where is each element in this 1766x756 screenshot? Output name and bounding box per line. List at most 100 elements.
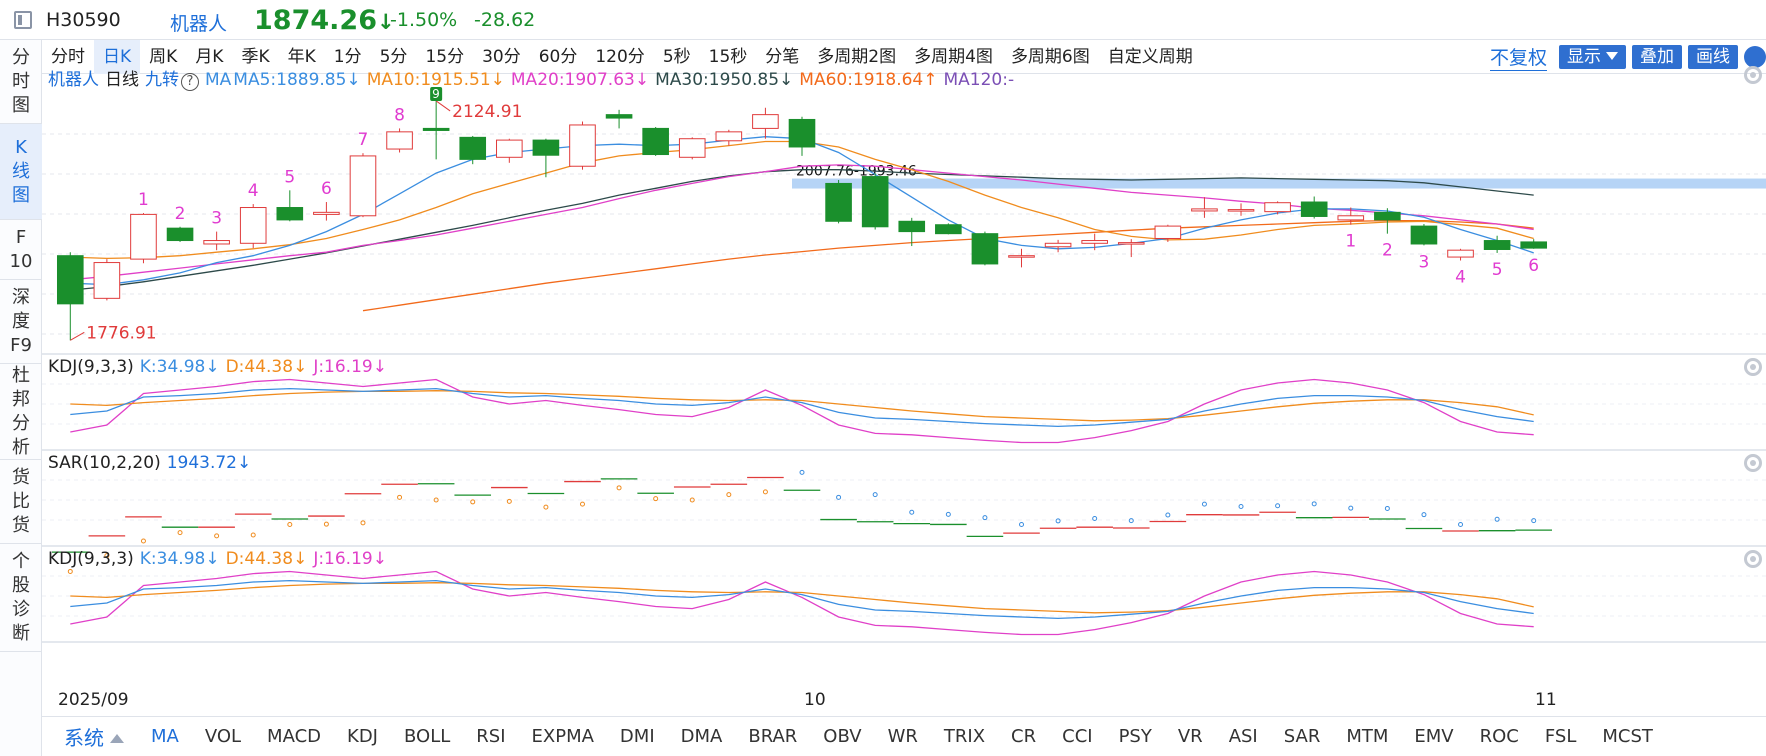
- kdj2-settings-gear-icon[interactable]: [1744, 550, 1762, 568]
- help-icon[interactable]: ?: [181, 73, 199, 91]
- indicator-tab[interactable]: OBV: [823, 726, 862, 747]
- sidebar-item-label: 线: [12, 160, 30, 182]
- sidebar-item[interactable]: 分时图: [0, 40, 42, 124]
- sar-dot: [397, 494, 403, 500]
- low-pointer: [70, 331, 85, 341]
- system-menu[interactable]: 系统: [42, 722, 138, 751]
- sidebar-item[interactable]: 个股诊断: [0, 544, 42, 652]
- indicator-tab[interactable]: RSI: [476, 726, 506, 747]
- indicator-tab[interactable]: WR: [887, 726, 918, 747]
- indicator-tab[interactable]: ASI: [1228, 726, 1258, 747]
- candle-body: [166, 227, 194, 242]
- indicator-tab[interactable]: MA: [151, 726, 179, 747]
- high-pointer: [435, 100, 451, 112]
- kline-chart[interactable]: 2007.76-1993.46 2124.91 9 1776.91 1 2 3 4 5 6 7 8 1 2…: [42, 66, 1766, 716]
- sar-dot: [799, 469, 805, 475]
- adjust-mode-dropdown[interactable]: 不复权: [1489, 43, 1547, 71]
- indicator-tab[interactable]: MCST: [1602, 726, 1653, 747]
- indicator-tab[interactable]: ROC: [1479, 726, 1519, 747]
- indicator-tab[interactable]: EMV: [1414, 726, 1454, 747]
- candle-body: [1081, 240, 1108, 244]
- indicator-tab[interactable]: EXPMA: [531, 726, 594, 747]
- stock-name[interactable]: 机器人: [170, 13, 228, 35]
- indicator-tab[interactable]: KDJ: [347, 726, 378, 747]
- candle-body: [1410, 225, 1438, 245]
- candle-body: [1447, 249, 1474, 258]
- period-tab[interactable]: 15秒: [708, 47, 748, 67]
- period-tab[interactable]: 多周期4图: [914, 47, 993, 67]
- candle-body: [239, 207, 267, 244]
- sar-dot: [1494, 516, 1500, 522]
- sidebar-item-label: 深: [12, 286, 30, 308]
- draw-line-button[interactable]: 画线: [1688, 45, 1738, 69]
- period-tab[interactable]: 30分: [482, 47, 521, 67]
- period-tab[interactable]: 周K: [149, 47, 178, 67]
- sar-dot: [1311, 501, 1317, 507]
- period-tab[interactable]: 120分: [595, 47, 645, 67]
- gap-band: [792, 178, 1766, 189]
- td-count: 5: [284, 167, 295, 187]
- kdj2-j: J:16.19↓: [313, 549, 387, 569]
- sidebar-item[interactable]: 杜邦分析: [0, 364, 42, 460]
- indicator-tab[interactable]: PSY: [1118, 726, 1152, 747]
- sar-dot: [1238, 504, 1244, 510]
- indicator-tab[interactable]: TRIX: [943, 726, 986, 747]
- indicator-tab[interactable]: DMI: [619, 726, 655, 747]
- sidebar-item-label: 比: [12, 490, 30, 512]
- period-tab[interactable]: 15分: [425, 47, 465, 67]
- candle-body: [203, 240, 230, 245]
- period-tab[interactable]: 分时: [51, 47, 85, 67]
- indicator-tab[interactable]: DMA: [680, 726, 723, 747]
- change-percent: -1.50%: [390, 9, 458, 31]
- legend-name: 机器人: [48, 70, 99, 90]
- indicator-tab[interactable]: CR: [1011, 726, 1037, 747]
- indicator-tab[interactable]: MTM: [1346, 726, 1389, 747]
- candle-body: [861, 176, 889, 228]
- indicator-tab[interactable]: VR: [1177, 726, 1203, 747]
- candle-body: [898, 220, 926, 233]
- overlay-button[interactable]: 叠加: [1632, 45, 1682, 69]
- sar-settings-gear-icon[interactable]: [1744, 454, 1762, 472]
- sidebar-item[interactable]: 货比货: [0, 460, 42, 544]
- indicator-tab[interactable]: BOLL: [404, 726, 451, 747]
- display-button[interactable]: 显示: [1559, 45, 1626, 69]
- period-tab[interactable]: 60分: [538, 47, 578, 67]
- sidebar-item[interactable]: 深度 F9: [0, 280, 42, 364]
- indicator-tab[interactable]: FSL: [1544, 726, 1577, 747]
- nine-marker-badge: [430, 86, 443, 101]
- period-tab[interactable]: 季K: [241, 47, 270, 67]
- period-tab[interactable]: 年K: [287, 47, 316, 67]
- period-tab[interactable]: 月K: [195, 47, 224, 67]
- indicator-tab[interactable]: SAR: [1283, 726, 1321, 747]
- sar-dot: [945, 511, 951, 517]
- period-tab[interactable]: 5分: [379, 47, 408, 67]
- period-tab[interactable]: 多周期2图: [817, 47, 897, 67]
- sar-dot: [1201, 501, 1207, 507]
- period-tab[interactable]: 分笔: [765, 47, 800, 67]
- period-tab[interactable]: 日K: [94, 40, 141, 74]
- candle-body: [825, 182, 852, 222]
- candle-body: [1264, 202, 1291, 213]
- period-tab[interactable]: 自定义周期: [1107, 47, 1193, 67]
- main-settings-gear-icon[interactable]: [1744, 66, 1762, 84]
- sidebar-item-label: 分: [12, 412, 30, 434]
- sidebar-item-label: 时: [12, 70, 30, 92]
- indicator-tab[interactable]: MACD: [267, 726, 322, 747]
- indicator-tab[interactable]: CCI: [1062, 726, 1093, 747]
- candle-body: [1044, 242, 1072, 248]
- td-count: 3: [1419, 252, 1430, 272]
- indicator-tab[interactable]: BRAR: [748, 726, 798, 747]
- sidebar-item[interactable]: F 10: [0, 220, 42, 280]
- period-tab[interactable]: 5秒: [662, 47, 691, 67]
- kdj1-settings-gear-icon[interactable]: [1744, 358, 1762, 376]
- sar-dot: [104, 553, 110, 559]
- legend-jiuzhuan[interactable]: 九转: [145, 70, 179, 90]
- sidebar-item-label: 个: [12, 550, 30, 572]
- period-tab[interactable]: 1分: [333, 47, 362, 67]
- indicator-tab[interactable]: VOL: [204, 726, 242, 747]
- window-icon[interactable]: [14, 11, 32, 29]
- collapse-icon[interactable]: [1744, 46, 1766, 68]
- period-tab[interactable]: 多周期6图: [1010, 47, 1090, 67]
